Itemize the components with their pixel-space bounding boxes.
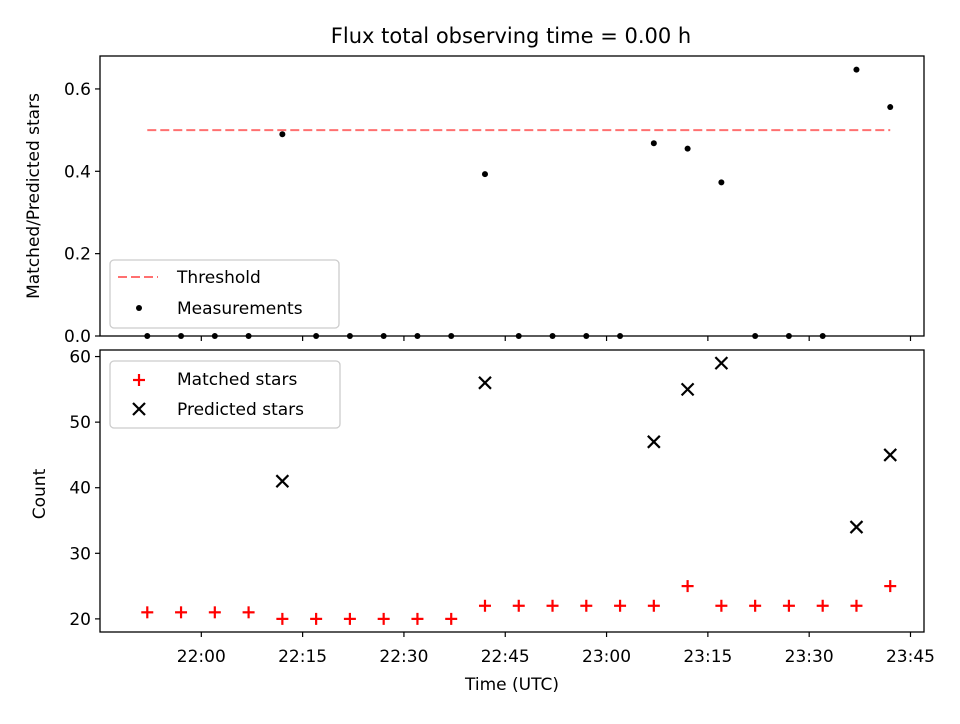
x-tick-label: 23:00	[582, 647, 631, 667]
ratio-axes-frame	[99, 55, 925, 337]
matched-star-point	[175, 606, 188, 619]
matched-star-point	[310, 612, 323, 625]
matched-star-point	[782, 599, 795, 612]
chart-title: Flux total observing time = 0.00 h	[331, 24, 691, 48]
ratio-subplot: 0.0 0.2 0.4 0.6 Matched/Predicted stars Thr…	[24, 55, 925, 347]
predicted-star-point	[478, 376, 492, 390]
matched-star-point	[816, 599, 829, 612]
count-legend-box	[109, 360, 341, 429]
x-tick-label: 22:45	[481, 647, 530, 667]
matched-star-point	[377, 612, 390, 625]
ratio-y-axis-label: Matched/Predicted stars	[24, 93, 44, 299]
matched-star-point	[647, 599, 660, 612]
matched-legend-label: Matched stars	[177, 370, 297, 390]
count-legend: Matched stars Predicted stars	[109, 360, 341, 429]
predicted-star-point	[714, 356, 729, 370]
measurements-legend-label: Measurements	[177, 299, 303, 319]
matched-star-point	[208, 606, 221, 619]
threshold-legend-label: Threshold	[176, 268, 261, 288]
ratio-y-tick-label: 0.0	[64, 327, 91, 347]
measurement-point	[853, 66, 860, 73]
measurement-point	[684, 145, 691, 152]
matched-star-point	[242, 606, 255, 619]
matched-star-point	[343, 612, 356, 625]
matched-star-point	[884, 580, 897, 593]
count-y-tick-label: 60	[69, 348, 91, 368]
measurements-legend-swatch	[136, 305, 142, 311]
matched-star-point	[478, 599, 491, 612]
measurement-point	[650, 140, 657, 147]
measurement-point	[481, 171, 488, 178]
matched-star-point	[546, 599, 559, 612]
count-y-tick-label: 50	[69, 413, 91, 433]
count-y-tick-label: 20	[69, 610, 91, 630]
matched-star-point	[580, 599, 593, 612]
matched-star-point	[276, 612, 289, 625]
count-axes-frame	[99, 349, 925, 633]
matched-legend-swatch	[133, 374, 145, 386]
count-subplot: 20 30 40 50 60 22:00 22:15 22:30 22:45 23:00 23:1…	[30, 348, 935, 695]
matched-star-point	[445, 612, 458, 625]
ratio-legend-box	[109, 259, 340, 329]
count-y-axis-label: Count	[30, 468, 50, 519]
matched-star-point	[614, 599, 627, 612]
count-y-tick-label: 30	[69, 544, 91, 564]
predicted-star-point	[680, 382, 695, 397]
count-x-ticks: 22:00 22:15 22:30 22:45 23:00 23:15 23:30 23:45	[177, 632, 935, 667]
measurement-point	[718, 179, 725, 186]
matched-star-point	[715, 599, 728, 612]
x-tick-label: 23:30	[785, 647, 834, 667]
x-tick-label: 22:30	[379, 647, 428, 667]
ratio-y-tick-label: 0.6	[64, 80, 91, 100]
x-tick-label: 22:00	[177, 647, 226, 667]
measurement-point	[887, 104, 894, 111]
ratio-y-tick-label: 0.2	[64, 245, 91, 265]
x-axis-label: Time (UTC)	[464, 675, 559, 695]
predicted-star-point	[647, 435, 661, 449]
predicted-legend-swatch	[132, 402, 146, 416]
count-y-ticks: 20 30 40 50 60	[69, 348, 100, 630]
ratio-x-ticks	[200, 336, 912, 341]
count-plot-area	[141, 356, 898, 625]
matched-star-point	[411, 612, 424, 625]
x-tick-label: 23:45	[886, 647, 935, 667]
predicted-legend-label: Predicted stars	[177, 400, 304, 420]
ratio-y-tick-label: 0.4	[64, 162, 91, 182]
matched-star-point	[749, 599, 762, 612]
ratio-legend: Threshold Measurements	[109, 259, 340, 329]
matched-star-point	[850, 599, 863, 612]
predicted-star-point	[849, 520, 864, 534]
matched-star-point	[141, 606, 154, 619]
x-tick-label: 22:15	[278, 647, 327, 667]
predicted-star-point	[883, 448, 898, 462]
measurement-point	[279, 131, 286, 138]
matched-star-point	[681, 580, 694, 593]
x-tick-label: 23:15	[683, 647, 732, 667]
count-y-tick-label: 40	[69, 479, 91, 499]
ratio-y-ticks: 0.0 0.2 0.4 0.6	[64, 80, 100, 347]
matched-star-point	[512, 599, 525, 612]
predicted-star-point	[275, 474, 290, 488]
